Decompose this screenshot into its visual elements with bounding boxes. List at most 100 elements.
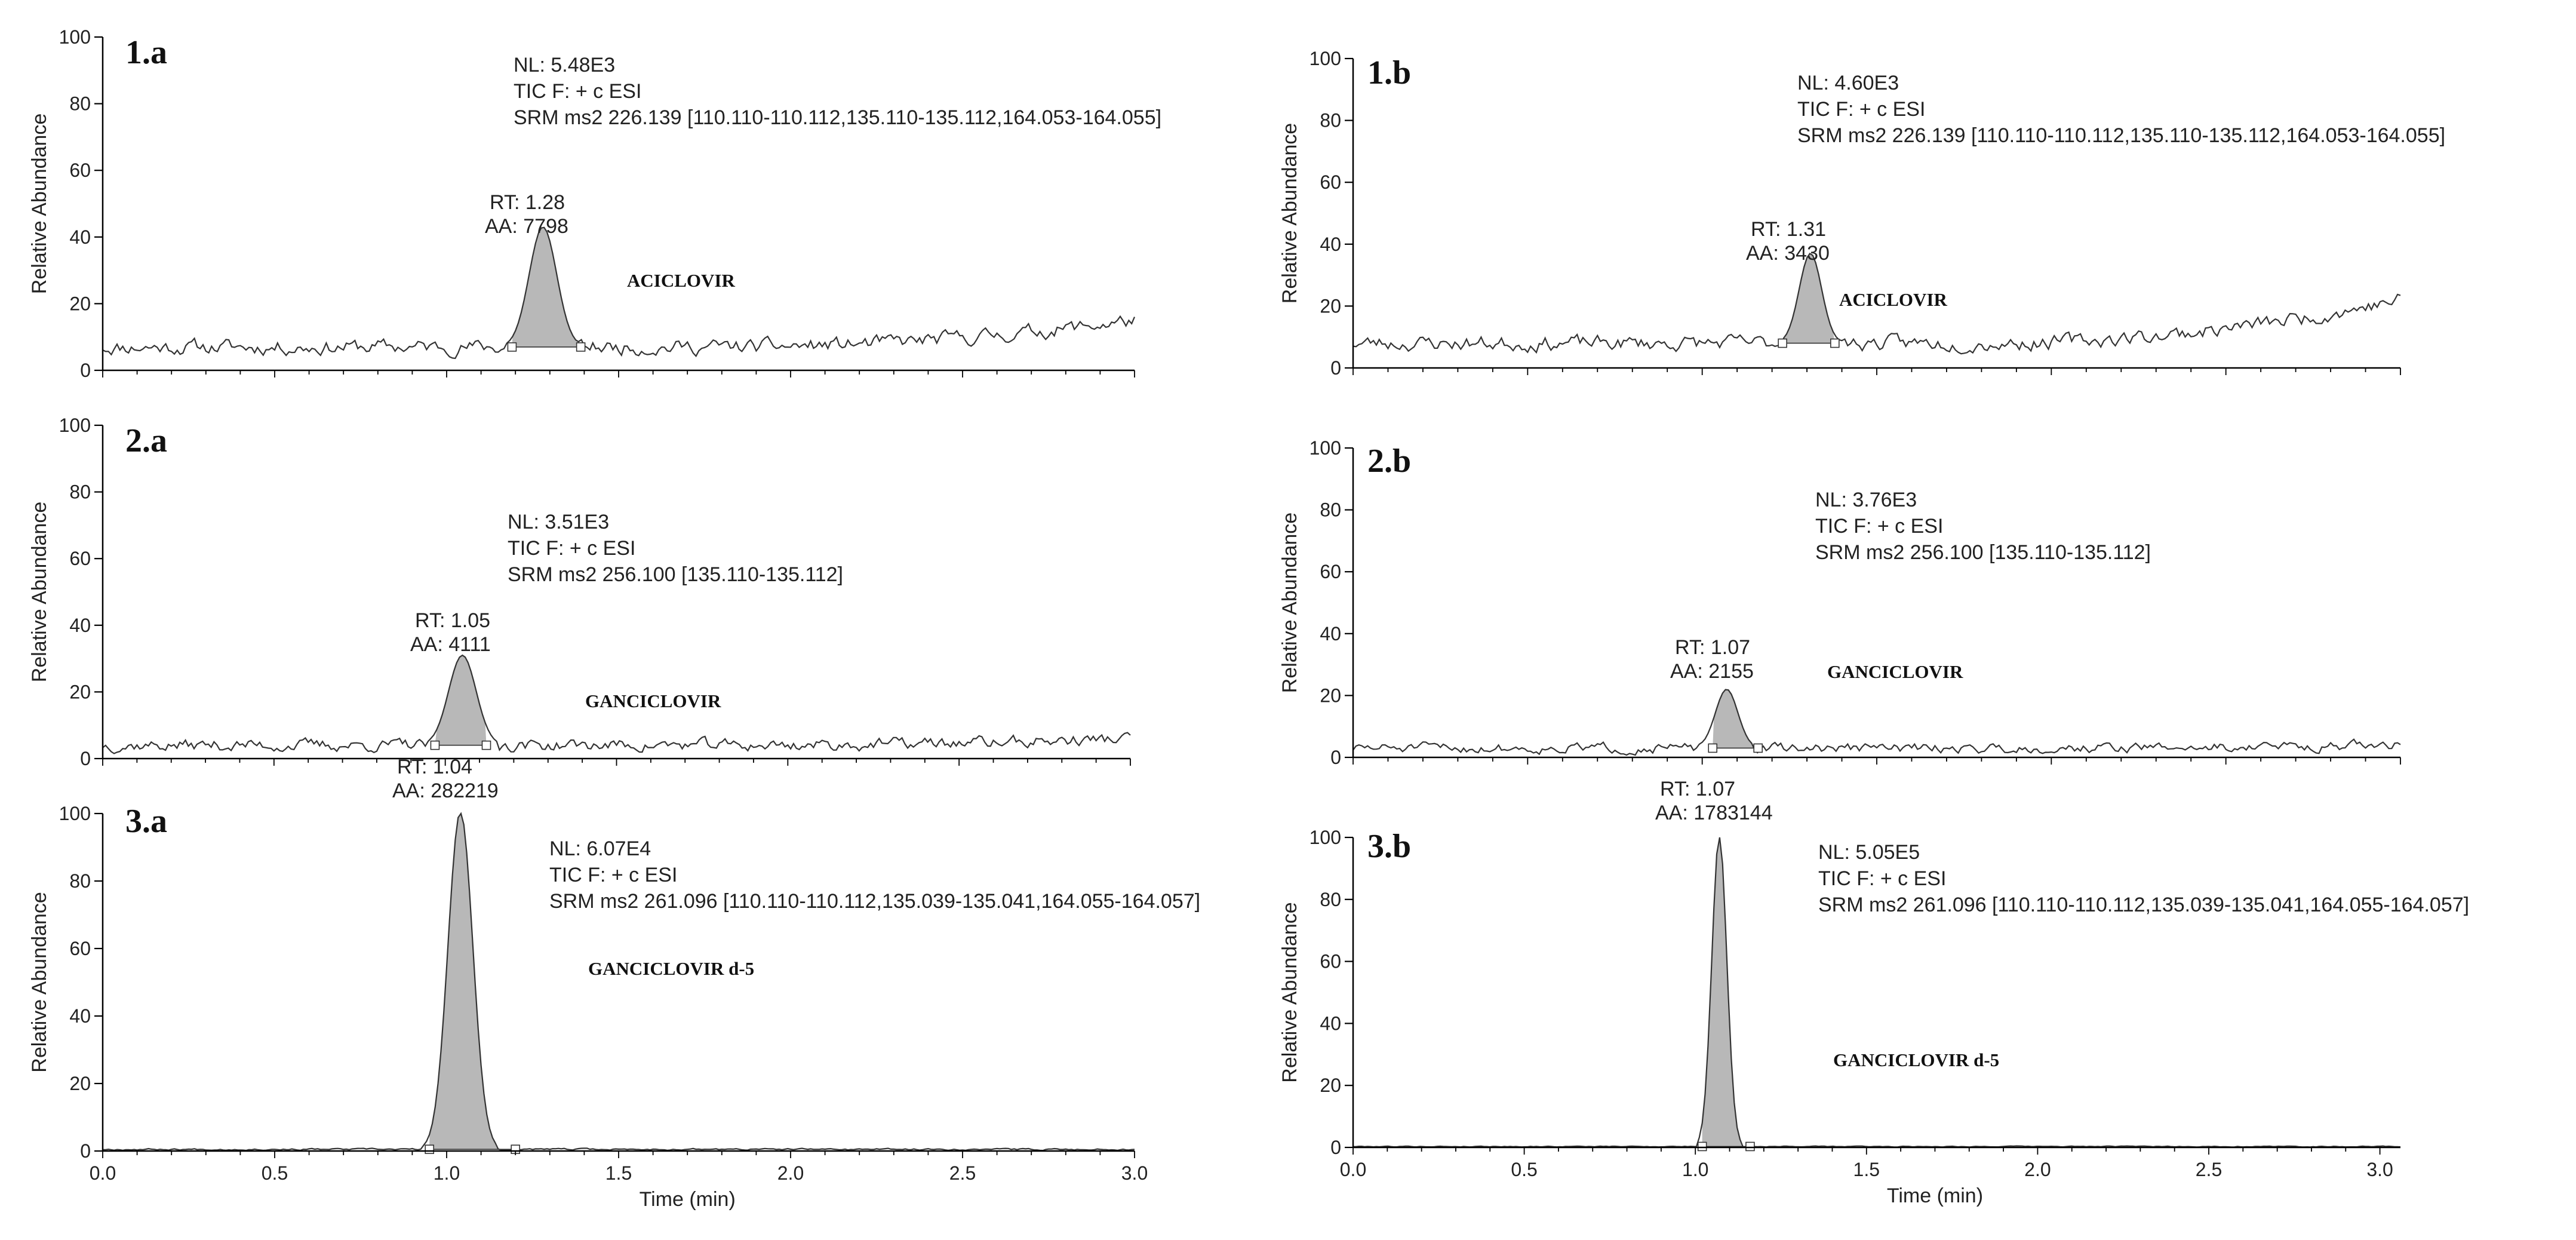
x-tick-label-3b-0.0: 0.0 <box>1340 1159 1366 1180</box>
peak-marker-2a-end <box>481 740 491 750</box>
y-tick-label-2b-40: 40 <box>1320 623 1341 644</box>
annotation-tic-3b: TIC F: + c ESI <box>1818 867 1946 890</box>
y-tick-label-1b-0: 0 <box>1330 357 1341 379</box>
y-tick-label-2b-100: 100 <box>1309 437 1341 459</box>
compound-label-1a: ACICLOVIR <box>627 270 735 291</box>
annotation-tic-2a: TIC F: + c ESI <box>508 537 635 560</box>
peak-area-3b <box>1702 837 1750 1147</box>
x-tick-label-3a-2.5: 2.5 <box>949 1162 976 1184</box>
y-tick-label-1a-100: 100 <box>59 26 91 48</box>
y-tick-label-3b-0: 0 <box>1330 1137 1341 1158</box>
y-tick-label-2a-100: 100 <box>59 415 91 436</box>
peak-area-1a <box>512 227 581 347</box>
panel-label-2b: 2.b <box>1367 443 1411 480</box>
annotation-tic-2b: TIC F: + c ESI <box>1815 515 1943 538</box>
trace-line-2a <box>102 654 1131 754</box>
compound-label-3b: GANCICLOVIR d-5 <box>1833 1049 1999 1070</box>
annotation-tic-1a: TIC F: + c ESI <box>514 80 641 103</box>
peak-rt-3a: RT: 1.04 <box>397 756 472 778</box>
peak-aa-2b: AA: 2155 <box>1670 660 1754 683</box>
annotation-nl-3b: NL: 5.05E5 <box>1818 841 1920 864</box>
x-tick-label-3b-2.0: 2.0 <box>2024 1159 2051 1180</box>
y-tick-label-3a-40: 40 <box>69 1005 91 1027</box>
y-tick-label-1b-100: 100 <box>1309 48 1341 69</box>
annotation-tic-3a: TIC F: + c ESI <box>549 864 677 886</box>
y-tick-label-2a-40: 40 <box>69 615 91 636</box>
peak-marker-3b-start <box>1697 1141 1707 1152</box>
annotation-nl-3a: NL: 6.07E4 <box>549 837 651 860</box>
peak-aa-3b: AA: 1783144 <box>1655 802 1773 824</box>
y-tick-label-3b-60: 60 <box>1320 951 1341 972</box>
peak-area-1b <box>1782 253 1835 343</box>
y-axis-title-2a: Relative Abundance <box>28 502 51 682</box>
trace-line-1a <box>102 226 1136 360</box>
chart-panel-3a: 0 20 40 60 80 100 0.0 0.5 1.0 1.5 2.0 2.5 3.0 Relativ… <box>28 756 1200 1211</box>
trace-line-3a <box>102 812 1135 1152</box>
y-tick-label-3a-0: 0 <box>80 1140 91 1162</box>
chart-panel-2b: 0 20 40 60 80 100 Relative Abundance 2.b NL: 3.7… <box>1278 437 2401 768</box>
annotation-srm-2b: SRM ms2 256.100 [135.110-135.112] <box>1815 541 2151 564</box>
x-tick-label-3b-1.0: 1.0 <box>1682 1159 1708 1180</box>
y-tick-label-2a-60: 60 <box>69 548 91 569</box>
peak-aa-1b: AA: 3430 <box>1746 242 1830 265</box>
compound-label-2a: GANCICLOVIR <box>585 690 721 711</box>
y-tick-label-3a-60: 60 <box>69 938 91 959</box>
panel-label-3a: 3.a <box>125 803 167 840</box>
peak-marker-2b-end <box>1753 743 1763 753</box>
panel-label-1b: 1.b <box>1367 54 1411 91</box>
annotation-nl-2a: NL: 3.51E3 <box>508 511 609 533</box>
x-tick-label-3a-2.0: 2.0 <box>777 1162 804 1184</box>
panel-label-3b: 3.b <box>1367 828 1411 865</box>
peak-aa-3a: AA: 282219 <box>392 779 499 802</box>
y-tick-label-1a-60: 60 <box>69 159 91 181</box>
y-tick-label-3a-100: 100 <box>59 803 91 824</box>
x-tick-label-3b-3.0: 3.0 <box>2366 1159 2393 1180</box>
y-tick-label-2b-80: 80 <box>1320 499 1341 521</box>
y-tick-label-3b-40: 40 <box>1320 1012 1341 1034</box>
annotation-srm-3b: SRM ms2 261.096 [110.110-110.112,135.039… <box>1818 894 2469 916</box>
x-tick-label-3a-3.0: 3.0 <box>1121 1162 1148 1184</box>
peak-marker-3b-end <box>1745 1141 1755 1152</box>
peak-marker-1a-start <box>507 342 517 352</box>
y-tick-label-2a-0: 0 <box>80 748 91 769</box>
y-tick-label-3a-20: 20 <box>69 1073 91 1094</box>
peak-marker-1b-end <box>1830 338 1840 348</box>
y-tick-label-1b-20: 20 <box>1320 295 1341 317</box>
y-tick-label-3b-80: 80 <box>1320 889 1341 910</box>
annotation-srm-1b: SRM ms2 226.139 [110.110-110.112,135.110… <box>1797 124 2445 147</box>
peak-marker-2a-start <box>430 740 440 750</box>
peak-aa-1a: AA: 7798 <box>485 215 568 238</box>
panel-label-2a: 2.a <box>125 422 167 459</box>
annotation-nl-1a: NL: 5.48E3 <box>514 54 615 76</box>
y-tick-label-1b-80: 80 <box>1320 110 1341 131</box>
trace-line-2b <box>1352 689 2401 756</box>
y-axis-title-3a: Relative Abundance <box>28 892 51 1072</box>
chart-panel-3b: 0 20 40 60 80 100 0.0 0.5 1.0 1.5 2.0 2.5 3.0 Relativ… <box>1278 778 2469 1207</box>
x-axis-title-3a: Time (min) <box>640 1188 736 1211</box>
peak-area-2b <box>1713 689 1759 748</box>
x-tick-label-3b-1.5: 1.5 <box>1853 1159 1880 1180</box>
y-tick-label-3a-80: 80 <box>69 870 91 892</box>
y-axis-title-1a: Relative Abundance <box>28 113 51 294</box>
peak-rt-1a: RT: 1.28 <box>490 191 565 214</box>
chart-panel-1b: 0 20 40 60 80 100 Relative Abundance 1.b NL: 4.6… <box>1278 48 2445 379</box>
y-tick-label-1a-40: 40 <box>69 226 91 248</box>
x-tick-label-3a-1.0: 1.0 <box>434 1162 460 1184</box>
peak-rt-3b: RT: 1.07 <box>1660 778 1735 800</box>
y-axis-title-2b: Relative Abundance <box>1278 512 1301 693</box>
peak-area-2a <box>435 655 487 745</box>
y-tick-label-3b-100: 100 <box>1309 827 1341 848</box>
y-tick-label-1a-20: 20 <box>69 293 91 314</box>
annotation-nl-2b: NL: 3.76E3 <box>1815 489 1917 511</box>
peak-marker-1b-start <box>1778 338 1787 348</box>
annotation-srm-3a: SRM ms2 261.096 [110.110-110.112,135.039… <box>549 890 1200 913</box>
y-tick-label-3b-20: 20 <box>1320 1075 1341 1096</box>
x-tick-label-3a-1.5: 1.5 <box>605 1162 632 1184</box>
y-tick-label-1a-80: 80 <box>69 93 91 115</box>
peak-rt-1b: RT: 1.31 <box>1751 218 1826 241</box>
compound-label-2b: GANCICLOVIR <box>1827 661 1963 682</box>
y-axis-title-3b: Relative Abundance <box>1278 902 1301 1082</box>
annotation-srm-2a: SRM ms2 256.100 [135.110-135.112] <box>508 563 843 586</box>
peak-marker-1a-end <box>576 342 586 352</box>
